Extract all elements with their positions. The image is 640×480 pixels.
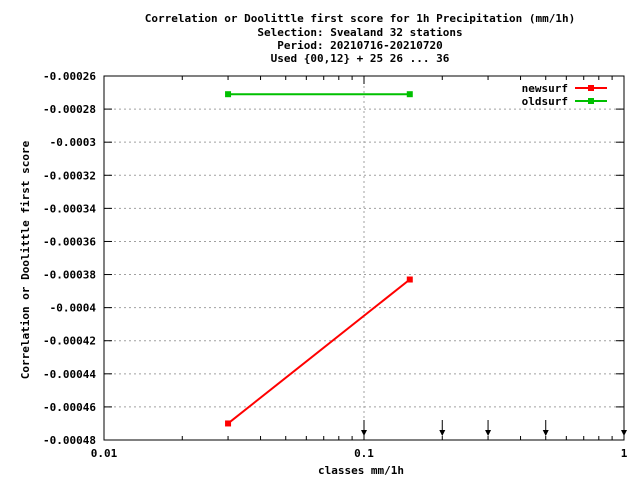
plot-frame: [103, 75, 625, 441]
y-tick-label: -0.00034: [43, 202, 96, 215]
series-line-newsurf: [227, 278, 411, 425]
x-tick-label: 0.1: [354, 447, 374, 460]
legend-label-newsurf: newsurf: [522, 82, 568, 95]
down-arrow-head: [485, 430, 492, 436]
down-arrow-icon: [542, 420, 549, 436]
legend-marker-newsurf: [588, 85, 594, 91]
y-tick-label: -0.00036: [43, 235, 96, 248]
legend-label-oldsurf: oldsurf: [522, 95, 568, 108]
y-tick-label: -0.00032: [43, 169, 96, 182]
data-point-oldsurf: [225, 91, 232, 98]
down-arrow-icon: [439, 420, 446, 436]
title-line-1: Correlation or Doolittle first score for…: [145, 12, 575, 25]
axis-ticks: [103, 75, 625, 441]
data-point-oldsurf: [406, 91, 413, 98]
x-tick-label: 0.01: [91, 447, 118, 460]
title-line-3: Period: 20210716-20210720: [277, 39, 443, 52]
title-line-2: Selection: Svealand 32 stations: [257, 26, 462, 39]
series-newsurf: [225, 276, 413, 427]
y-tick-label: -0.0004: [50, 302, 97, 315]
series: [225, 91, 413, 427]
down-arrow-icon: [485, 420, 492, 436]
y-tick-label: -0.00038: [43, 269, 96, 282]
down-arrow-head: [439, 430, 446, 436]
chart-title: Correlation or Doolittle first score for…: [145, 12, 575, 65]
data-point-newsurf: [225, 420, 232, 427]
series-oldsurf: [225, 91, 413, 98]
y-tick-label: -0.00042: [43, 335, 96, 348]
y-tick-label: -0.00026: [43, 70, 96, 83]
y-tick-label: -0.00048: [43, 434, 96, 447]
down-arrow-head: [361, 430, 367, 436]
grid: [104, 76, 624, 440]
title-line-4: Used {00,12} + 25 26 ... 36: [271, 52, 450, 65]
class-markers: [361, 420, 627, 436]
y-axis-label: Correlation or Doolittle first score: [19, 140, 32, 379]
down-arrow-icon: [361, 420, 367, 436]
down-arrow-head: [542, 430, 549, 436]
y-tick-label: -0.00046: [43, 401, 96, 414]
legend-marker-oldsurf: [588, 98, 594, 104]
x-tick-labels: 0.01 0.1 1: [91, 447, 628, 460]
y-tick-label: -0.00044: [43, 368, 96, 381]
x-axis-label: classes mm/1h: [318, 464, 404, 477]
x-tick-label: 1: [621, 447, 628, 460]
y-tick-label: -0.00028: [43, 103, 96, 116]
y-tick-labels: -0.00026 -0.00028 -0.0003 -0.00032 -0.00034 -…: [43, 70, 96, 447]
y-tick-label: -0.0003: [50, 136, 96, 149]
data-point-newsurf: [406, 276, 413, 283]
